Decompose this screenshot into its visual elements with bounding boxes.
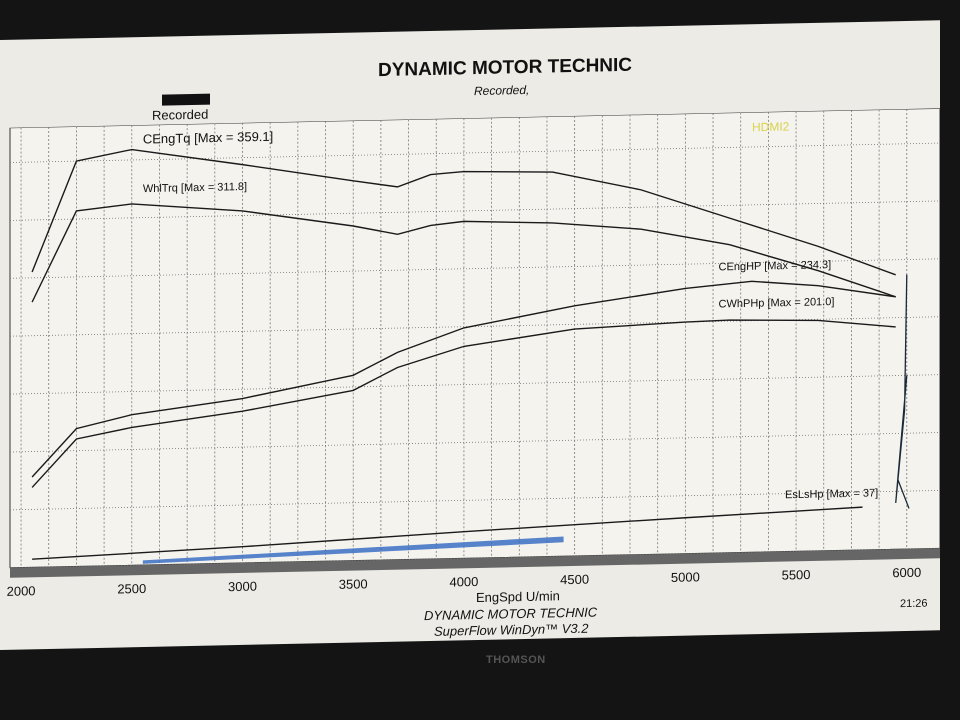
grid-line-horizontal: [10, 200, 940, 221]
x-tick-label: 5000: [671, 569, 700, 585]
x-tick-label: 3000: [228, 579, 257, 595]
chart-title: DYNAMIC MOTOR TECHNIC: [378, 54, 633, 82]
legend-label: Recorded: [152, 106, 209, 123]
footer-software: SuperFlow WinDyn™ V3.2: [434, 620, 589, 639]
monitor-brand-logo: THOMSON: [486, 654, 546, 666]
grid-line-horizontal: [10, 258, 940, 279]
recorded-highlight-streak: [142, 536, 564, 564]
x-tick-label: 2500: [117, 581, 146, 597]
grid-line-horizontal: [10, 432, 940, 453]
series-line-cwhphp: [31, 319, 896, 488]
x-tick-label: 4000: [449, 574, 478, 590]
chart-subtitle: Recorded,: [474, 82, 530, 99]
x-tick-label: 4500: [560, 572, 589, 588]
series-label-cenghp: CEngHP [Max = 234.3]: [719, 259, 832, 273]
dyno-chart: 2000 2500 3000 3500 4000 4500 5000 5500 6000 CEng…: [7, 108, 940, 598]
series-label-cwhphp: CWhPHp [Max = 201.0]: [719, 296, 835, 310]
clock: 21:26: [900, 597, 928, 611]
series-label-whltrq: WhlTrq [Max = 311.8]: [143, 181, 247, 195]
x-tick-label: 6000: [892, 565, 921, 581]
x-tick-label: 2000: [7, 583, 36, 598]
x-tick-label: 3500: [339, 576, 368, 592]
grid-line-horizontal: [10, 142, 940, 163]
grid-line-horizontal: [10, 490, 940, 511]
x-tick-label: 5500: [782, 567, 811, 583]
series-line-whltrq: [31, 203, 896, 303]
rpm-limit-trace: [895, 274, 910, 509]
series-line-cenghp: [31, 280, 896, 478]
x-axis-label: EngSpd U/min: [476, 588, 560, 606]
grid-line-horizontal: [10, 374, 940, 395]
dyno-screen: DYNAMIC MOTOR TECHNIC Recorded, Recorded…: [0, 20, 940, 650]
series-line-eslshp: [32, 506, 863, 560]
series-label-eslshp: EsLsHp [Max = 37]: [785, 487, 878, 501]
series-label-cengtq: CEngTq [Max = 359.1]: [143, 129, 273, 147]
legend-swatch: [162, 93, 210, 106]
series-line-cengtq: [31, 148, 896, 276]
input-badge: HDMI2: [752, 119, 790, 135]
x-axis-bar: [10, 548, 940, 578]
